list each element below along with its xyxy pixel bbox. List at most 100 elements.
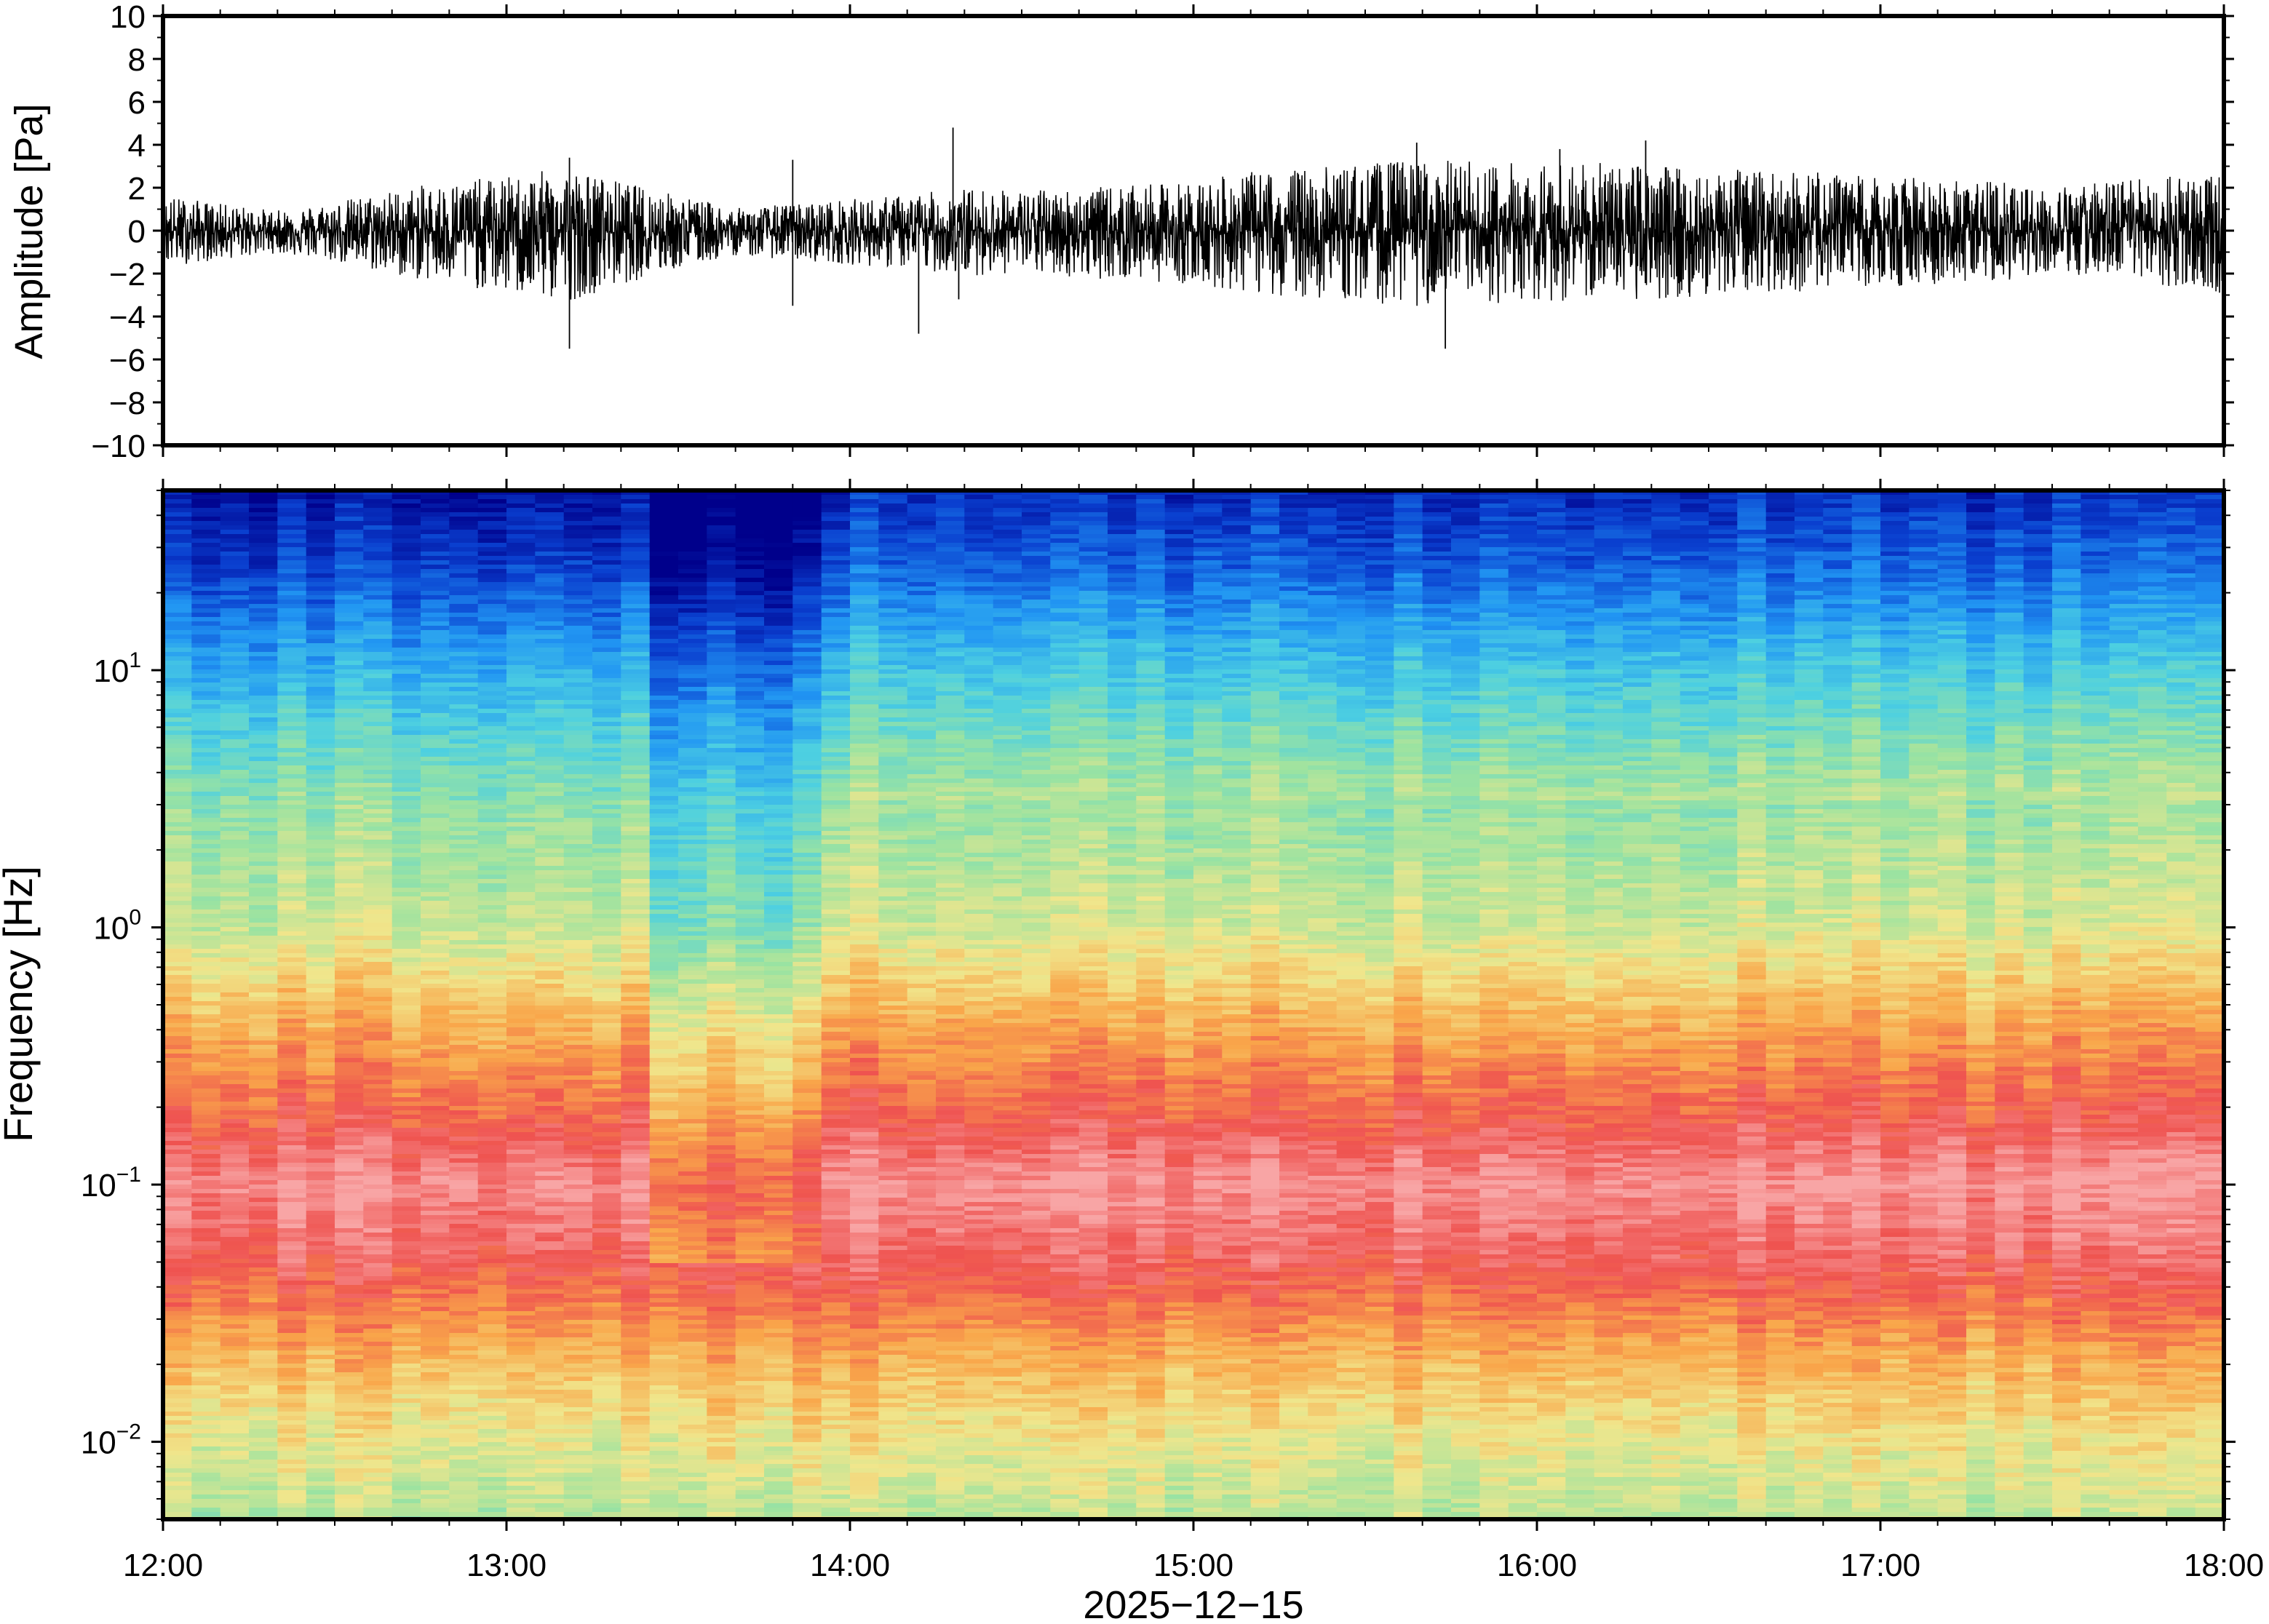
spectrogram-cell [191, 909, 221, 915]
spectrogram-cell [363, 853, 393, 858]
spectrogram-cell [506, 1233, 536, 1238]
spectrogram-cell [421, 944, 450, 950]
spectrogram-cell [191, 1049, 221, 1054]
spectrogram-cell [392, 621, 421, 626]
spectrogram-cell [363, 1342, 393, 1347]
spectrogram-cell [306, 1019, 335, 1024]
spectrogram-cell [306, 888, 335, 893]
spectrogram-cell [220, 1385, 250, 1390]
spectrogram-cell [592, 1394, 622, 1399]
spectrogram-cell [506, 547, 536, 552]
spectrogram-cell [306, 992, 335, 998]
spectrogram-cell [678, 499, 708, 504]
spectrogram-cell [306, 770, 335, 775]
spectrogram-cell [306, 1206, 335, 1211]
spectrogram-cell [592, 1045, 622, 1050]
spectrogram-cell [735, 731, 765, 736]
spectrogram-cell [621, 1027, 651, 1032]
spectrogram-cell [563, 853, 593, 858]
spectrogram-cell [191, 1102, 221, 1107]
spectrogram-cell [306, 1088, 335, 1094]
spectrogram-cell [277, 600, 307, 605]
spectrogram-cell [535, 521, 565, 526]
spectrogram-cell [592, 761, 622, 766]
spectrogram-cell [220, 538, 250, 544]
spectrogram-cell [707, 1324, 736, 1329]
spectrogram-cell [449, 979, 479, 984]
spectrogram-cell [277, 918, 307, 923]
spectrogram-cell [649, 1416, 679, 1421]
spectrogram-cell [392, 600, 421, 605]
spectrogram-cell [563, 901, 593, 906]
spectrogram-cell [191, 879, 221, 884]
spectrogram-cell [163, 949, 193, 954]
spectrogram-cell [735, 521, 765, 526]
spectrogram-cell [678, 691, 708, 696]
spectrogram-cell [163, 1298, 193, 1303]
spectrogram-cell [563, 1040, 593, 1046]
spectrogram-cell [477, 1468, 507, 1473]
spectrogram-cell [449, 1359, 479, 1364]
spectrogram-cell [335, 696, 365, 701]
spectrogram-cell [535, 1368, 565, 1373]
spectrogram-cell [363, 1350, 393, 1356]
spectrogram-cell [707, 1294, 736, 1299]
spectrogram-cell [563, 883, 593, 888]
spectrogram-cell [449, 1381, 479, 1386]
spectrogram-cell [735, 652, 765, 657]
spectrogram-cell [449, 1486, 479, 1491]
spectrogram-cell [306, 1372, 335, 1377]
spectrogram-cell [449, 556, 479, 561]
spectrogram-cell [477, 1368, 507, 1373]
spectrogram-cell [563, 687, 593, 692]
spectrogram-cell [506, 1416, 536, 1421]
spectrogram-cell [563, 543, 593, 548]
spectrogram-cell [563, 1049, 593, 1054]
spectrogram-cell [678, 944, 708, 950]
spectrogram-cell [335, 1097, 365, 1102]
spectrogram-cell [335, 879, 365, 884]
spectrogram-cell [335, 1027, 365, 1032]
spectrogram-cell [678, 1390, 708, 1395]
spectrogram-cell [163, 923, 193, 928]
spectrogram-cell [249, 1211, 279, 1216]
spectrogram-cell [335, 578, 365, 583]
spectrogram-cell [535, 604, 565, 609]
spectrogram-cell [277, 1036, 307, 1041]
spectrogram-cell [678, 1071, 708, 1076]
spectrogram-cell [335, 1228, 365, 1233]
spectrogram-cell [621, 682, 651, 688]
spectrogram-cell [421, 1040, 450, 1046]
spectrogram-cell [707, 1123, 736, 1129]
spectrogram-cell [220, 731, 250, 736]
spectrogram-cell [363, 1420, 393, 1425]
spectrogram-cell [449, 1276, 479, 1281]
spectrogram-cell [421, 543, 450, 548]
spectrogram-cell [535, 656, 565, 661]
spectrogram-cell [421, 805, 450, 810]
spectrogram-cell [363, 1045, 393, 1050]
spectrogram-cell [163, 1285, 193, 1290]
spectrogram-cell [535, 988, 565, 993]
spectrogram-cell [421, 997, 450, 1002]
spectrogram-cell [563, 1259, 593, 1264]
spectrogram-cell [707, 1185, 736, 1190]
spectrogram-cell [363, 1494, 393, 1500]
spectrogram-cell [163, 495, 193, 500]
spectrogram-cell [363, 495, 393, 500]
spectrogram-cell [535, 1289, 565, 1294]
spectrogram-cell [563, 1163, 593, 1168]
spectrogram-cell [506, 1267, 536, 1273]
spectrogram-cell [563, 726, 593, 731]
spectrogram-cell [421, 560, 450, 565]
spectrogram-cell [163, 796, 193, 801]
spectrogram-cell [392, 1272, 421, 1277]
spectrogram-cell [649, 1477, 679, 1482]
spectrogram-cell [392, 1158, 421, 1163]
spectrogram-cell [392, 1084, 421, 1089]
spectrogram-cell [363, 953, 393, 958]
spectrogram-cell [535, 1298, 565, 1303]
spectrogram-cell [477, 866, 507, 871]
spectrogram-cell [306, 1145, 335, 1150]
spectrogram-cell [421, 1464, 450, 1469]
